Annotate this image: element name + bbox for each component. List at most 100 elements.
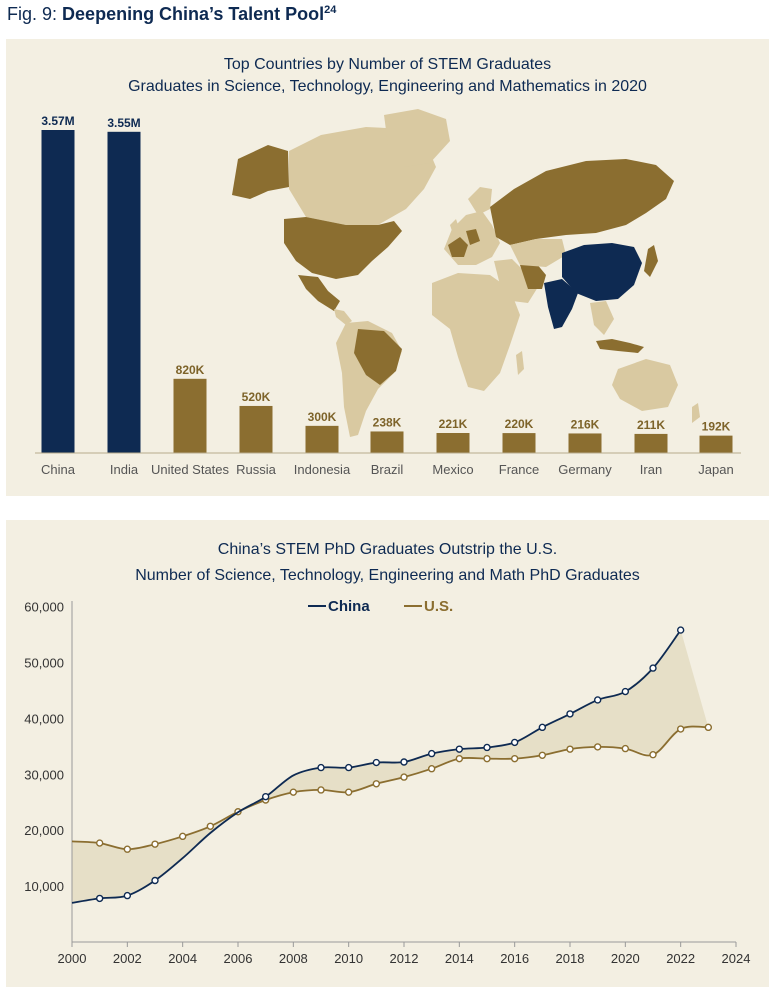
bar-value-label: 220K [505, 417, 534, 431]
x-tick-label: 2006 [224, 951, 253, 966]
series-point-china [123, 891, 132, 900]
bar-mexico [436, 433, 470, 453]
x-tick-label: 2014 [445, 951, 474, 966]
series-point-china [483, 743, 491, 752]
series-point-china [510, 738, 519, 747]
line-chart: China U.S. 10,000 20,000 30,000 40,000 50,000… [24, 598, 750, 966]
y-tick-label: 30,000 [24, 767, 64, 782]
bar-value-label: 216K [571, 417, 600, 431]
series-point-china [621, 687, 630, 696]
map-united-states [284, 217, 402, 279]
figure-title-text: Deepening China’s Talent Pool [62, 4, 325, 24]
x-tick-label: 2020 [611, 951, 640, 966]
map-france [448, 237, 468, 257]
series-point-china [427, 749, 436, 758]
x-tick-label: 2004 [168, 951, 197, 966]
stem-graduates-panel: Top Countries by Number of STEM Graduate… [6, 39, 769, 496]
map-brazil [354, 329, 402, 385]
series-point-us [178, 832, 187, 841]
series-lines [71, 626, 713, 904]
map-mexico [298, 275, 340, 311]
series-point-china [261, 792, 270, 801]
y-tick-label: 10,000 [24, 879, 64, 894]
series-point-us [538, 751, 547, 759]
map-scandinavia [468, 187, 492, 215]
series-point-us [427, 765, 436, 773]
x-tick-label: 2018 [556, 951, 585, 966]
bar-value-label: 192K [702, 420, 731, 434]
bar-chart: 3.57M China 3.55M India 820K United States 520… [35, 109, 741, 477]
series-point-us [151, 840, 159, 848]
bar-japan [699, 435, 733, 453]
series-point-china [344, 763, 353, 772]
series-point-us [400, 773, 408, 781]
map-uk [450, 219, 460, 237]
bar-value-label: 3.57M [41, 114, 74, 128]
series-point-us [510, 754, 519, 763]
bar-chart-title: Top Countries by Number of STEM Graduate… [223, 56, 552, 73]
map-greenland [384, 109, 450, 167]
series-point-us [649, 751, 657, 759]
map-alaska [232, 145, 289, 199]
map-central-asia [510, 239, 566, 267]
series-point-china [372, 758, 381, 767]
map-australia [612, 359, 678, 411]
figure-label: Fig. 9: [7, 4, 58, 24]
bar-brazil [370, 431, 404, 453]
line-chart-title: China’s STEM PhD Graduates Outstrip the … [217, 541, 558, 558]
bar-category-label: France [499, 462, 539, 477]
x-tick-label: 2024 [722, 951, 751, 966]
series-point-china [676, 626, 685, 634]
series-point-us [621, 744, 630, 753]
x-tick-label: 2012 [390, 951, 419, 966]
y-tick-label: 50,000 [24, 655, 64, 670]
bar-category-label: Russia [236, 462, 277, 477]
bar-category-label: Brazil [371, 462, 404, 477]
series-point-china [649, 664, 657, 672]
series-point-us [483, 754, 491, 763]
series-point-china [400, 758, 408, 766]
series-point-us [566, 745, 574, 753]
series-point-china [151, 876, 159, 885]
map-germany [466, 229, 480, 245]
map-china [562, 243, 642, 301]
bar-group: 3.57M China 3.55M India 820K United States 520… [41, 114, 734, 477]
figure-footnote: 24 [324, 4, 337, 16]
figure-title: Fig. 9: Deepening China’s Talent Pool24 [7, 4, 336, 25]
series-point-china [538, 723, 547, 732]
bar-category-label: United States [151, 462, 230, 477]
line-chart-subtitle: Number of Science, Technology, Engineeri… [135, 567, 640, 584]
map-india [544, 279, 578, 329]
bar-value-label: 221K [439, 417, 468, 431]
series-point-us [123, 845, 132, 853]
gap-band-area [72, 630, 709, 903]
bar-value-label: 238K [373, 415, 402, 429]
map-middle-east [494, 259, 538, 303]
gap-band [72, 630, 709, 903]
bar-chart-subtitle: Graduates in Science, Technology, Engine… [128, 78, 647, 95]
bar-iran [634, 433, 668, 453]
chart-axes: 10,000 20,000 30,000 40,000 50,000 60,000 2000… [24, 600, 750, 966]
series-point-us [206, 822, 215, 830]
bar-category-label: Mexico [432, 462, 473, 477]
map-japan [644, 245, 658, 277]
series-point-us [317, 786, 325, 794]
series-point-us [704, 723, 713, 732]
series-point-china [566, 710, 574, 718]
series-point-us [289, 788, 298, 796]
series-point-china [593, 696, 602, 704]
x-tick-label: 2008 [279, 951, 308, 966]
bar-category-label: India [110, 462, 139, 477]
series-point-china [455, 745, 464, 753]
map-iran [520, 263, 546, 289]
bar-india [107, 131, 141, 454]
bar-china [41, 130, 75, 453]
map-indonesia [596, 339, 644, 353]
x-tick-label: 2002 [113, 951, 142, 966]
world-map-inset [232, 109, 700, 437]
bar-france [502, 433, 536, 453]
bar-category-label: Indonesia [294, 462, 351, 477]
y-tick-label: 60,000 [24, 600, 64, 615]
bar-category-label: Iran [640, 462, 662, 477]
series-point-us [372, 780, 381, 788]
